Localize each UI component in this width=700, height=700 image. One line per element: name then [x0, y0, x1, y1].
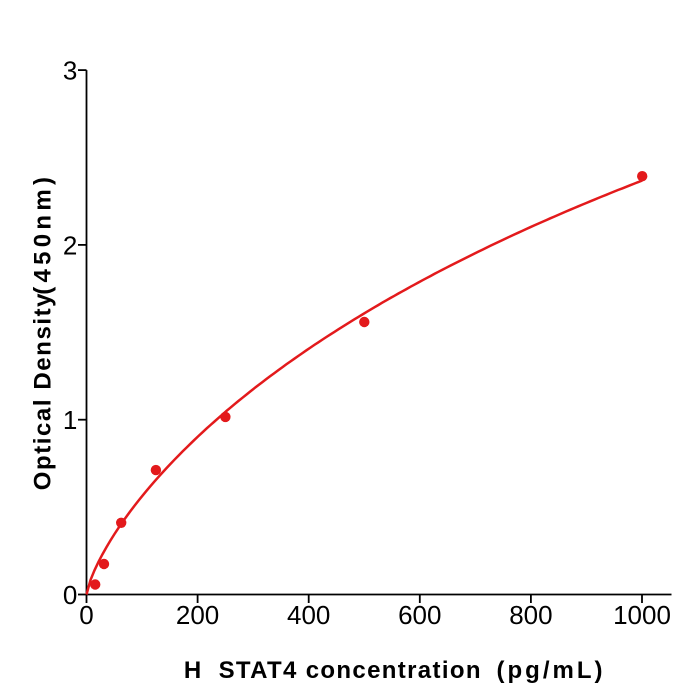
- svg-text:200: 200: [176, 600, 219, 630]
- svg-text:3: 3: [63, 56, 77, 86]
- svg-text:H STAT4 concentration: H STAT4 concentration: [184, 657, 482, 684]
- svg-text:(pg/mL): (pg/mL): [497, 657, 606, 684]
- svg-text:2: 2: [63, 230, 77, 260]
- svg-text:600: 600: [398, 600, 441, 630]
- svg-text:0: 0: [79, 600, 93, 630]
- svg-text:0: 0: [63, 580, 77, 610]
- svg-text:1000: 1000: [613, 600, 671, 630]
- svg-text:1: 1: [63, 405, 77, 435]
- svg-text:400: 400: [287, 600, 330, 630]
- svg-text:800: 800: [509, 600, 552, 630]
- svg-text:Optical Density: Optical Density: [30, 292, 57, 490]
- svg-text:(450nm): (450nm): [30, 173, 57, 295]
